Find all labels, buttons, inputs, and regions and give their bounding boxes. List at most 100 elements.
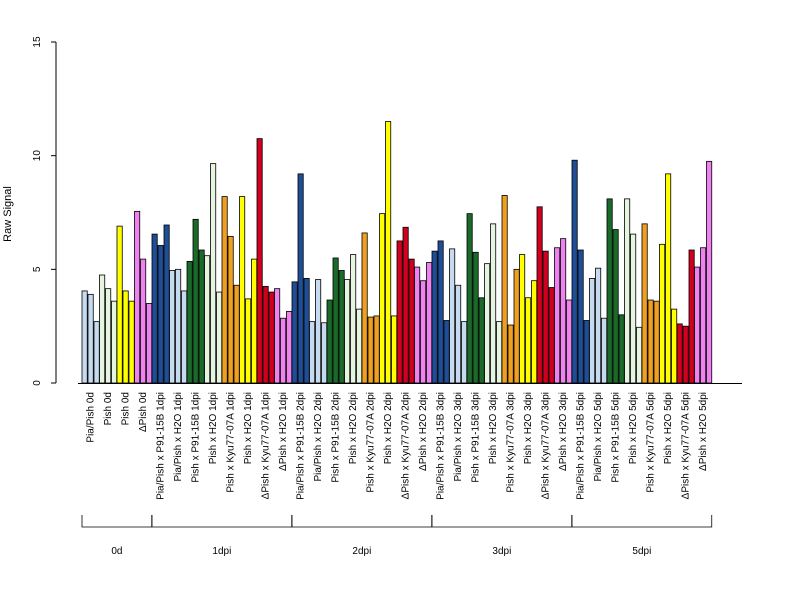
bar: [566, 299, 573, 384]
bar: [93, 321, 100, 384]
bar: [507, 324, 514, 384]
y-axis-label: Raw Signal: [2, 186, 14, 242]
bar: [186, 260, 193, 384]
bar: [647, 299, 654, 384]
x-tick-label: Pish x H2O 3dpi: [523, 392, 534, 464]
group-label: 5dpi: [632, 546, 651, 557]
bar: [402, 226, 409, 384]
x-tick-label: Pish x H2O 3dpi: [488, 392, 499, 464]
bar: [571, 159, 578, 384]
bar: [501, 195, 508, 384]
bar: [624, 198, 631, 384]
bar: [181, 290, 188, 384]
bar: [245, 298, 252, 384]
bar: [682, 325, 689, 384]
x-tick-label: Pia/Pish x P91-15B 5dpi: [576, 392, 587, 500]
bar: [478, 297, 485, 384]
bar: [216, 291, 223, 384]
bar: [344, 279, 351, 384]
bar: [274, 288, 281, 384]
bar: [157, 245, 164, 384]
x-tick-label: Pish 0d: [103, 392, 114, 425]
bar: [484, 263, 491, 384]
x-tick-label: Pia/Pish x H2O 3dpi: [453, 392, 464, 482]
bar: [163, 224, 170, 384]
y-axis: 0 5 10 15: [32, 36, 57, 386]
bar: [233, 284, 240, 384]
x-tick-label: Pish x Kyu77-07A 1dpi: [226, 392, 237, 493]
x-tick-label: Pia/Pish x H2O 5dpi: [593, 392, 604, 482]
bar: [280, 317, 287, 384]
bar: [531, 280, 538, 384]
bar: [536, 206, 543, 384]
y-tick-label: 0: [32, 380, 43, 386]
bar: [612, 229, 619, 384]
bar: [519, 254, 526, 384]
bar: [391, 315, 398, 384]
bar: [379, 213, 386, 384]
bar: [606, 198, 613, 384]
group-label: 3dpi: [492, 546, 511, 557]
bar: [618, 314, 625, 384]
x-tick-label: Pish x Kyu77-07A 2dpi: [366, 392, 377, 493]
bar: [449, 248, 456, 384]
bar: [426, 262, 433, 384]
bar: [146, 303, 153, 384]
bar: [169, 270, 176, 384]
bar: [286, 310, 293, 384]
bar: [589, 278, 596, 384]
bar: [396, 240, 403, 384]
bars: [81, 121, 713, 384]
bar: [461, 321, 468, 384]
x-tick-label: ΔPish x H2O 2dpi: [418, 392, 429, 471]
bar: [204, 255, 211, 384]
bar: [326, 299, 333, 384]
group-bracket: [431, 515, 573, 528]
bar: [706, 160, 713, 384]
bar: [420, 280, 427, 384]
bar: [443, 320, 450, 384]
bar: [309, 321, 316, 384]
bar: [315, 279, 322, 384]
bar: [472, 251, 479, 384]
bar: [373, 315, 380, 384]
x-tick-label: ΔPish x Kyu77-07A 5dpi: [681, 392, 692, 499]
bar: [554, 247, 561, 384]
x-tick-label: Pia/Pish 0d: [86, 392, 97, 443]
x-tick-label: Pish x H2O 2dpi: [383, 392, 394, 464]
group-bracket: [81, 515, 153, 528]
group-bracket: [291, 515, 433, 528]
bar: [105, 288, 112, 384]
bar: [700, 247, 707, 384]
x-tick-label: Pish x Kyu77-07A 3dpi: [506, 392, 517, 493]
x-tick-labels: Pia/Pish 0d Pish 0d Pish 0d ΔPish 0d Pia/Pis…: [86, 392, 710, 500]
bar: [408, 258, 415, 384]
bar: [134, 210, 141, 384]
bar: [688, 249, 695, 384]
bar: [122, 290, 129, 384]
bar: [595, 267, 602, 384]
bar: [431, 250, 438, 384]
bar: [694, 266, 701, 384]
bar: [361, 232, 368, 384]
group-label: 2dpi: [352, 546, 371, 557]
bar: [332, 257, 339, 384]
bar: [455, 284, 462, 384]
x-tick-label: Pia/Pish x P91-15B 2dpi: [296, 392, 307, 500]
bar: [583, 320, 590, 384]
bar: [338, 270, 345, 384]
bar: [676, 323, 683, 384]
bar: [297, 173, 304, 384]
x-tick-label: ΔPish x Kyu77-07A 2dpi: [401, 392, 412, 499]
bar: [641, 223, 648, 384]
y-tick-label: 15: [32, 36, 43, 48]
x-tick-label: ΔPish x Kyu77-07A 3dpi: [541, 392, 552, 499]
y-tick-label: 10: [32, 150, 43, 162]
x-tick-label: Pia/Pish x P91-15B 3dpi: [436, 392, 447, 500]
x-tick-label: Pia/Pish x H2O 2dpi: [313, 392, 324, 482]
bar: [356, 308, 363, 384]
x-tick-label: Pish x P91-15B 5dpi: [611, 392, 622, 483]
bar: [636, 326, 643, 384]
bar: [262, 285, 269, 384]
